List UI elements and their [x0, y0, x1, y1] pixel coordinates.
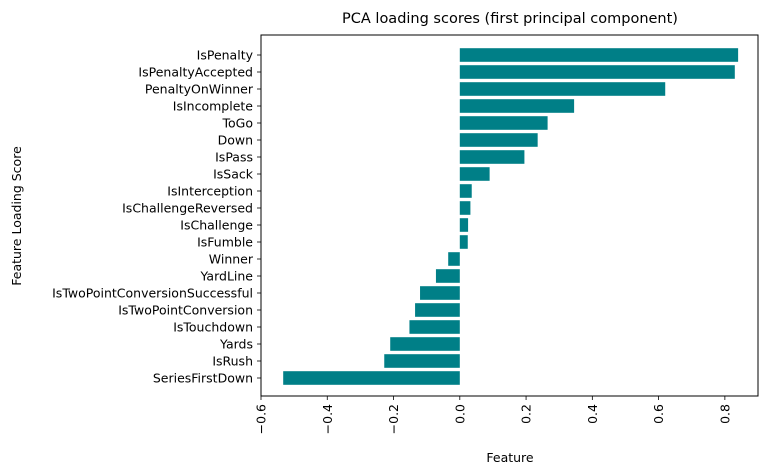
- y-tick-label: Winner: [209, 252, 254, 267]
- bar-IsPass: [459, 150, 525, 164]
- x-axis-label: Feature: [486, 450, 534, 465]
- y-axis-label: Feature Loading Score: [9, 146, 24, 286]
- y-tick-label: Down: [218, 133, 253, 148]
- y-tick-label: IsInterception: [167, 184, 253, 199]
- bar-IsPenalty: [459, 48, 739, 62]
- bar-YardLine: [435, 269, 460, 283]
- bar-IsChallenge: [459, 218, 469, 232]
- bar-IsChallengeReversed: [459, 201, 471, 215]
- x-tick-label: 0.8: [717, 404, 732, 424]
- bar-Winner: [448, 252, 460, 266]
- bar-IsInterception: [459, 184, 472, 198]
- y-tick-label: IsTouchdown: [173, 320, 253, 335]
- bar-PenaltyOnWinner: [459, 82, 666, 96]
- bar-Down: [459, 133, 538, 147]
- y-tick-label: IsChallenge: [180, 218, 253, 233]
- y-tick-label: IsPass: [215, 150, 253, 165]
- x-tick-label: 0.4: [585, 404, 600, 424]
- y-tick-label: IsFumble: [197, 235, 253, 250]
- y-tick-label: IsPenaltyAccepted: [138, 65, 253, 80]
- x-tick-label: 0.6: [651, 404, 666, 424]
- bar-IsTwoPointConversionSuccessful: [420, 286, 460, 300]
- bar-ToGo: [459, 116, 548, 130]
- y-tick-label: ToGo: [222, 116, 254, 131]
- y-tick-label: PenaltyOnWinner: [145, 82, 254, 97]
- x-tick-label: 0.2: [519, 404, 534, 424]
- y-tick-label: IsSack: [213, 167, 254, 182]
- y-tick-label: SeriesFirstDown: [153, 371, 253, 386]
- x-tick-label: 0.0: [452, 404, 467, 424]
- bars-group: [283, 48, 739, 385]
- bar-IsTwoPointConversion: [415, 303, 460, 317]
- bar-IsIncomplete: [459, 99, 575, 113]
- x-tick-label: −0.4: [320, 404, 335, 434]
- y-tick-label: Yards: [219, 337, 253, 352]
- bar-IsFumble: [459, 235, 468, 249]
- y-tick-label: IsPenalty: [197, 48, 254, 63]
- chart-title: PCA loading scores (first principal comp…: [342, 11, 678, 27]
- bar-IsRush: [384, 354, 460, 368]
- bar-IsPenaltyAccepted: [459, 65, 735, 79]
- y-tick-label: IsChallengeReversed: [122, 201, 253, 216]
- y-tick-label: IsTwoPointConversion: [118, 303, 253, 318]
- bar-IsSack: [459, 167, 490, 181]
- plot-frame: [260, 34, 759, 397]
- y-tick-label: IsTwoPointConversionSuccessful: [52, 286, 253, 301]
- y-tick-label: YardLine: [200, 269, 254, 284]
- y-tick-label: IsIncomplete: [173, 99, 254, 114]
- y-tick-label: IsRush: [212, 354, 253, 369]
- bar-SeriesFirstDown: [283, 371, 460, 385]
- y-axis-ticks: IsPenalty IsPenaltyAccepted PenaltyOnWinne…: [52, 48, 261, 386]
- x-tick-label: −0.2: [386, 404, 401, 434]
- bar-IsTouchdown: [409, 320, 460, 334]
- bar-Yards: [390, 337, 460, 351]
- x-axis-ticks: −0.6 −0.4 −0.2 0.0 0.2 0.4 0.6 0.8: [254, 396, 732, 434]
- x-tick-label: −0.6: [254, 404, 269, 434]
